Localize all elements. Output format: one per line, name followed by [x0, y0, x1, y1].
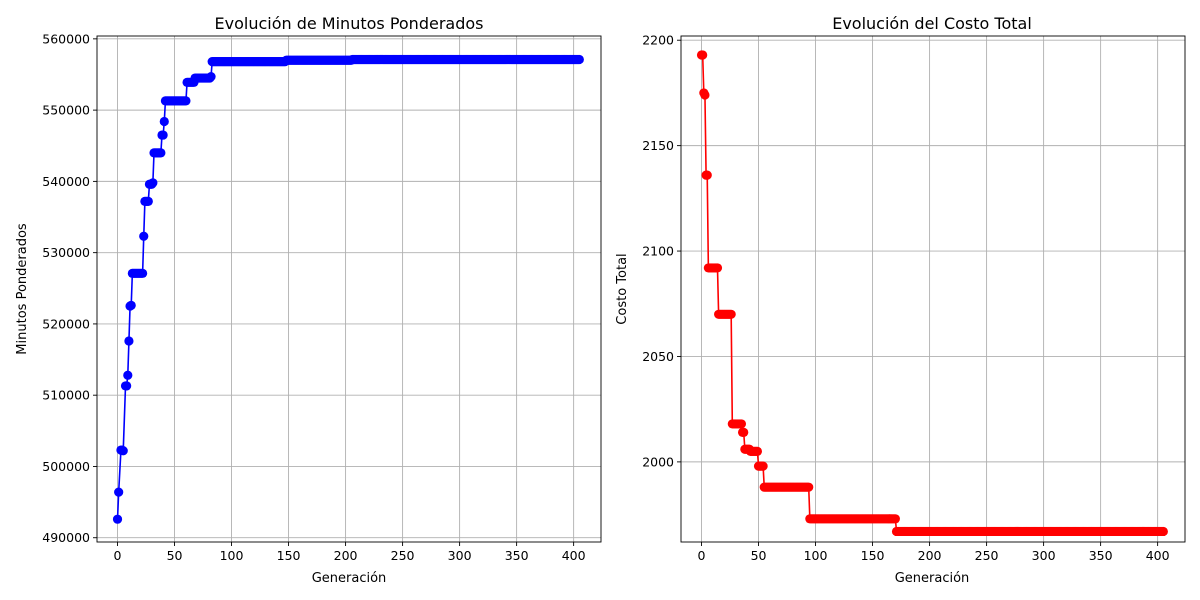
- grid-lines: [681, 36, 1185, 542]
- data-point: [890, 514, 900, 524]
- y-tick-label: 500000: [42, 459, 90, 474]
- y-tick-label: 540000: [42, 174, 90, 189]
- y-tick-label: 520000: [42, 316, 90, 331]
- x-tick-label: 300: [448, 548, 472, 563]
- x-tick-label: 150: [861, 548, 885, 563]
- data-point: [148, 178, 158, 188]
- x-tick-label: 250: [391, 548, 415, 563]
- x-tick-label: 100: [804, 548, 828, 563]
- data-point: [1158, 526, 1168, 537]
- left-chart-ylabel: Minutos Ponderados: [15, 223, 30, 355]
- x-tick-label: 400: [1146, 548, 1170, 563]
- y-tick-label: 530000: [42, 245, 90, 260]
- data-point: [124, 336, 134, 346]
- data-point: [114, 487, 124, 497]
- data-point: [118, 446, 128, 456]
- data-point: [123, 370, 133, 380]
- data-point: [156, 148, 166, 158]
- right-chart-ylabel: Costo Total: [615, 253, 630, 324]
- series-line: [116, 58, 580, 520]
- x-tick-label: 350: [505, 548, 529, 563]
- grid-lines: [97, 36, 601, 542]
- data-point: [138, 268, 148, 278]
- left-chart-xlabel: Generación: [312, 571, 387, 586]
- data-point: [112, 514, 123, 524]
- y-tick-label: 560000: [42, 31, 90, 46]
- data-point: [139, 231, 149, 241]
- y-tick-label: 510000: [42, 388, 90, 403]
- data-point: [739, 427, 749, 437]
- data-point: [158, 130, 168, 140]
- data-point: [126, 300, 136, 310]
- x-tick-label: 400: [562, 548, 586, 563]
- data-point: [726, 309, 736, 319]
- left-chart-minutos-ponderados: Evolución de Minutos Ponderados Generaci…: [15, 14, 602, 586]
- y-tick-label: 490000: [42, 530, 90, 545]
- x-tick-label: 50: [167, 548, 183, 563]
- x-tick-label: 100: [220, 548, 244, 563]
- plot-frame: [680, 35, 1186, 543]
- y-tick-label: 2050: [642, 349, 674, 364]
- data-point: [736, 419, 747, 429]
- data-point: [122, 381, 132, 391]
- x-tick-label: 250: [975, 548, 999, 563]
- data-point: [758, 461, 768, 471]
- data-point: [181, 96, 191, 106]
- x-tick-label: 0: [114, 548, 122, 563]
- left-chart-title: Evolución de Minutos Ponderados: [215, 14, 484, 33]
- series-markers: [696, 50, 1168, 537]
- data-point: [712, 263, 723, 273]
- x-tick-label: 0: [698, 548, 706, 563]
- y-tick-label: 2150: [642, 138, 674, 153]
- data-point: [752, 446, 763, 456]
- plot-frame: [96, 35, 602, 543]
- data-point: [698, 50, 708, 60]
- x-tick-label: 150: [277, 548, 301, 563]
- x-tick-label: 50: [751, 548, 767, 563]
- right-chart-title: Evolución del Costo Total: [832, 14, 1032, 33]
- series-markers: [112, 54, 584, 524]
- series-line: [701, 54, 1164, 533]
- y-tick-label: 550000: [42, 103, 90, 118]
- y-tick-label: 2000: [642, 454, 674, 469]
- y-tick-label: 2100: [642, 244, 674, 259]
- x-tick-label: 350: [1089, 548, 1113, 563]
- data-point: [206, 72, 216, 82]
- x-tick-label: 200: [918, 548, 942, 563]
- x-tick-label: 200: [334, 548, 358, 563]
- data-point: [159, 116, 169, 127]
- right-chart-costo-total: Evolución del Costo Total Generación Cos…: [615, 14, 1186, 586]
- data-point: [574, 54, 584, 65]
- x-tick-label: 300: [1032, 548, 1056, 563]
- right-chart-xlabel: Generación: [895, 571, 970, 586]
- data-point: [143, 196, 153, 206]
- data-point: [702, 170, 712, 180]
- data-point: [700, 90, 710, 100]
- y-tick-label: 2200: [642, 33, 674, 48]
- data-point: [804, 482, 814, 492]
